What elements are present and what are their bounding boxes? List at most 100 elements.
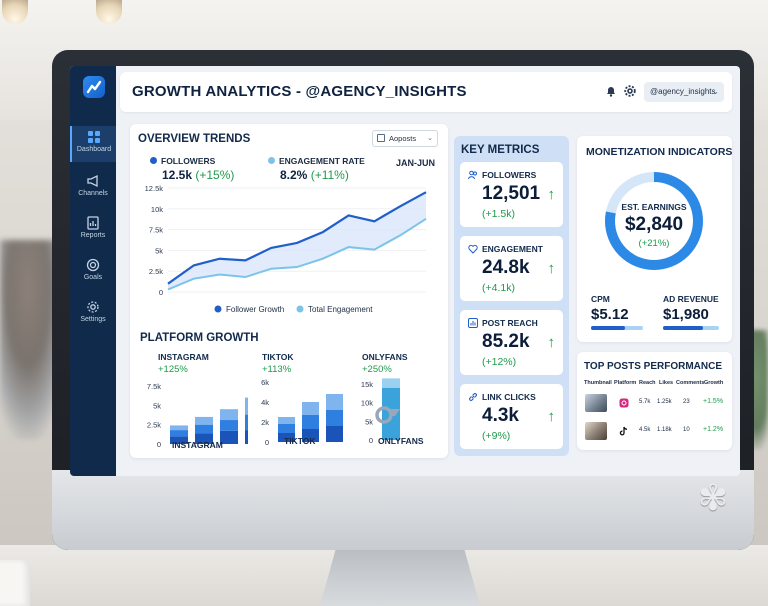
y-tick-label: 2k [261, 418, 269, 427]
legend-follower-growth: Follower Growth [226, 305, 284, 314]
metric-value: 4.3k [482, 405, 519, 426]
followers-kpi-value: 12.5k (+15%) [162, 168, 235, 182]
column-header: Growth [704, 380, 724, 386]
account-selector[interactable]: @agency_insights ⌄ [644, 82, 724, 102]
main-content: GROWTH ANALYTICS - @AGENCY_INSIGHTS @age… [120, 72, 735, 472]
bar-segment [195, 424, 213, 434]
comments-cell: 23 [683, 399, 690, 405]
monitor-chin [52, 470, 754, 550]
instagram-bar-chart: 0 2.5k 5k 7.5k [147, 382, 248, 449]
reach-cell: 5.7k [639, 399, 651, 405]
metric-delta: (+1.5k) [482, 208, 515, 220]
ceiling-lamp [96, 0, 122, 24]
y-tick-label: 7.5k [149, 226, 163, 235]
gear-icon[interactable] [623, 84, 637, 98]
metric-delta: (+12%) [482, 356, 517, 368]
dashboard-screen: Dashboard Channels Reports Goals Setting… [70, 66, 740, 476]
y-tick-label: 10k [151, 205, 163, 214]
posts-filter-dropdown[interactable]: Aoposts ⌄ [372, 130, 438, 147]
sidebar-item-dashboard[interactable]: Dashboard [70, 126, 116, 162]
metric-label: FOLLOWERS [468, 170, 536, 180]
reach-cell: 4.5k [639, 427, 651, 433]
platform-name: TIKTOK [262, 352, 294, 362]
metric-card-engagement[interactable]: ENGAGEMENT 24.8k (+4.1k) ↑ [460, 236, 563, 301]
metric-card-post-reach[interactable]: POST REACH 85.2k (+12%) ↑ [460, 310, 563, 375]
bar-segment [278, 433, 295, 442]
y-tick-label: 5k [153, 401, 161, 410]
platform-growth-title: PLATFORM GROWTH [140, 332, 259, 344]
legend-total-engagement: Total Engagement [308, 305, 373, 314]
metric-value: 12,501 [482, 183, 541, 204]
overview-card: OVERVIEW TRENDS Aoposts ⌄ FOLLOWERS 12.5… [130, 124, 448, 458]
top-posts-card: TOP POSTS PERFORMANCE Thumbnail Platform… [577, 352, 732, 450]
ad-revenue-bar-fill [663, 326, 703, 330]
bell-icon[interactable] [604, 84, 618, 98]
chevron-down-icon: ⌄ [427, 135, 433, 142]
users-icon [468, 170, 477, 180]
gear-icon [87, 301, 99, 313]
bar-segment [278, 417, 295, 424]
sidebar-item-label: Channels [78, 190, 108, 197]
series-band [168, 192, 426, 290]
sidebar-item-channels[interactable]: Channels [70, 170, 116, 206]
tiktok-icon [619, 426, 628, 436]
bar-chart-icon [468, 318, 478, 328]
platform-name: INSTAGRAM [158, 352, 209, 362]
y-tick-label: 5k [155, 246, 163, 255]
metric-card-link-clicks[interactable]: LINK CLICKS 4.3k (+9%) ↑ [460, 384, 563, 449]
maple-leaf-logo: ✾ [697, 477, 729, 518]
bar-segment [302, 402, 319, 415]
sidebar-item-goals[interactable]: Goals [70, 254, 116, 290]
series-line-engagement [167, 217, 427, 291]
metric-delta: (+4.1k) [482, 282, 515, 294]
bar-segment [170, 425, 188, 431]
platform-change: +250% [362, 364, 392, 375]
sidebar-item-label: Reports [80, 232, 106, 239]
platform-name: ONLYFANS [362, 352, 408, 362]
bar-segment [220, 409, 238, 421]
key-metrics-panel: KEY METRICS FOLLOWERS 12,501 (+1.5k) ↑ E… [454, 136, 569, 456]
metric-card-followers[interactable]: FOLLOWERS 12,501 (+1.5k) ↑ [460, 162, 563, 227]
bar-segment [245, 397, 248, 415]
y-tick-label: 15k [361, 380, 373, 389]
app-logo[interactable] [83, 76, 105, 98]
bar-segment [278, 424, 295, 433]
dashboard-icon [88, 131, 100, 143]
post-thumbnail [585, 394, 607, 412]
platform-change: +125% [158, 364, 188, 375]
cpm-label: CPM [591, 294, 610, 304]
header-bar: GROWTH ANALYTICS - @AGENCY_INSIGHTS @age… [120, 72, 732, 112]
y-tick-label: 10k [361, 399, 373, 408]
legend-dot [150, 157, 157, 164]
bar-segment [170, 436, 188, 444]
filter-label: Aoposts [389, 134, 417, 143]
earnings-change: (+21%) [638, 238, 670, 249]
heart-icon [468, 244, 478, 254]
ceiling-lamp [2, 0, 28, 24]
calendar-icon [377, 134, 385, 142]
account-name: @agency_insights [650, 87, 716, 96]
earnings-label: EST. EARNINGS [621, 202, 687, 212]
monetization-card: MONETIZATION INDICATORS EST. EARNINGS $2… [577, 136, 732, 342]
date-range-label: JAN-JUN [396, 158, 436, 168]
engagement-kpi-value: 8.2% (+11%) [280, 168, 349, 182]
donut-progress [605, 172, 703, 270]
platform-footer: TIKTOK [284, 436, 316, 446]
followers-kpi-label: FOLLOWERS [150, 156, 215, 166]
y-tick-label: 0 [369, 436, 373, 445]
ad-revenue-value: $1,980 [663, 306, 709, 323]
bar-segment [382, 378, 400, 388]
sidebar-item-settings[interactable]: Settings [70, 296, 116, 332]
link-icon [469, 393, 477, 401]
sidebar-item-reports[interactable]: Reports [70, 212, 116, 248]
bar-segment [326, 394, 343, 410]
legend-dot [268, 157, 275, 164]
y-tick-label: 4k [261, 398, 269, 407]
key-metrics-title: KEY METRICS [461, 144, 540, 156]
engagement-kpi-label: ENGAGEMENT RATE [268, 156, 365, 166]
sidebar-item-label: Goals [83, 274, 103, 281]
bar-segment [195, 433, 213, 444]
report-icon [87, 216, 99, 230]
arrow-up-icon: ↑ [547, 186, 556, 203]
cpm-bar-fill [591, 326, 625, 330]
